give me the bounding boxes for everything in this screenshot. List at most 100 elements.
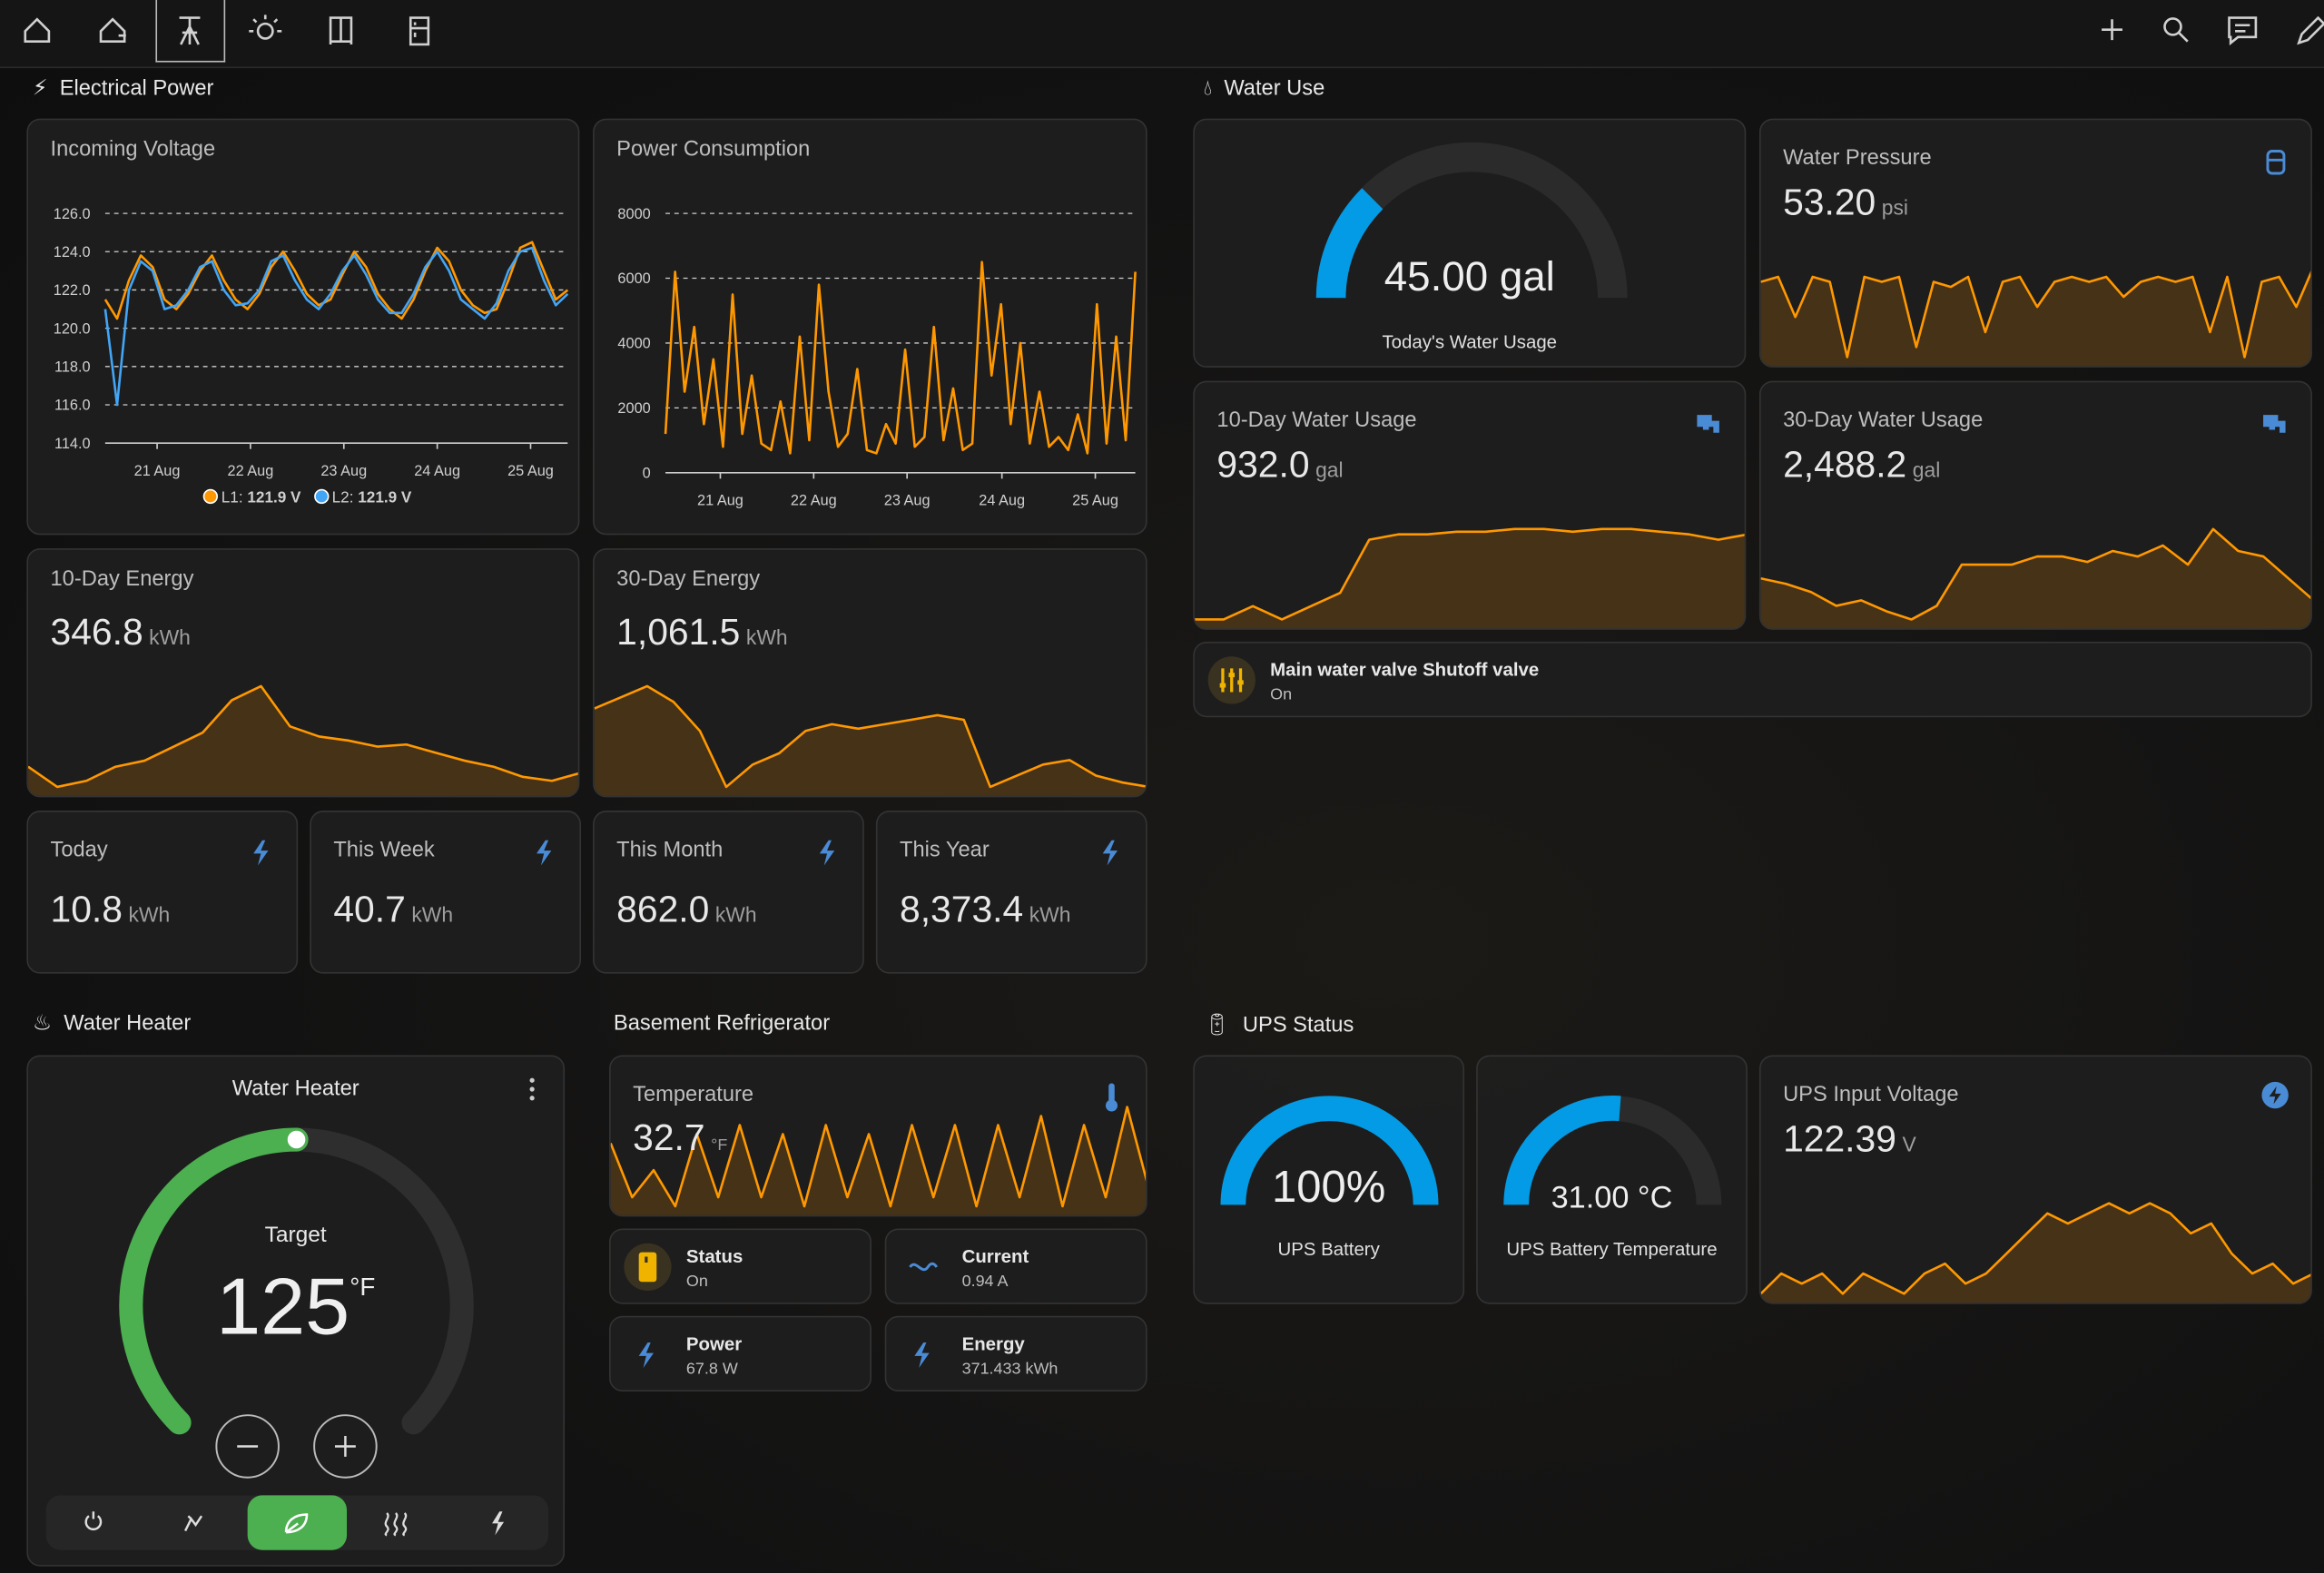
entity-icon: [909, 1262, 939, 1272]
minus-button[interactable]: [215, 1414, 280, 1479]
spark-line: [1760, 527, 2311, 621]
bolt-icon: [819, 840, 835, 866]
icon-detail: [645, 1256, 648, 1263]
value: 932.0: [1216, 444, 1310, 487]
value: 1,061.5: [616, 612, 741, 654]
tile-title: This Month: [616, 839, 724, 863]
bolt-icon: [638, 1342, 654, 1368]
dial-value: 125°F: [28, 1261, 563, 1352]
ups-temp-card[interactable]: 31.00 °C UPS Battery Temperature: [1476, 1055, 1748, 1304]
power-chart: 0 2000 4000 6000 8000 21 Aug 22 Aug 23 Aug 24 Au…: [617, 206, 1137, 509]
sparkline: [1194, 527, 1745, 629]
valve-icon: [1207, 656, 1256, 704]
dial-knob[interactable]: [284, 1127, 309, 1152]
power-icon[interactable]: [179, 16, 201, 45]
card-value: 932.0 gal: [1216, 445, 1343, 487]
card-value: 2,488.2 gal: [1783, 445, 1940, 487]
energy-card[interactable]: 10-Day Energy 346.8 kWh: [26, 548, 580, 798]
card-title: Power Consumption: [616, 137, 811, 162]
sparkline: [610, 1106, 1147, 1215]
ups-voltage-card[interactable]: UPS Input Voltage 122.39 V: [1758, 1055, 2312, 1304]
legend-value: 121.9 V: [247, 488, 301, 507]
x-tick-label: 22 Aug: [791, 493, 837, 509]
icon-shape: [909, 1262, 939, 1272]
gauge-fill: [1315, 188, 1384, 299]
card-title: 30-Day Energy: [616, 567, 761, 592]
unit: V: [1902, 1132, 1916, 1156]
value: 862.0: [616, 889, 710, 931]
valve-row[interactable]: Main water valve Shutoff valve On: [1193, 641, 2312, 718]
pressure-card[interactable]: Water Pressure 53.20 psi: [1758, 118, 2312, 368]
heat-mode[interactable]: [384, 1512, 408, 1537]
bolt-icon: [2261, 1081, 2289, 1109]
x-tick-label: 21 Aug: [697, 493, 743, 509]
plus-sign: [334, 1436, 356, 1457]
menu-dot[interactable]: [529, 1077, 535, 1083]
bolt-icon: [914, 1342, 930, 1368]
stat-tile[interactable]: This Year 8,373.4 kWh: [875, 811, 1147, 974]
x-tick-label: 25 Aug: [507, 463, 554, 479]
x-tick-label: 23 Aug: [884, 493, 931, 509]
entity-icon: [638, 1342, 654, 1368]
spark-line: [594, 684, 1147, 789]
stat-tile[interactable]: Today 10.8 kWh: [26, 811, 299, 974]
x-tick-label: 24 Aug: [414, 463, 460, 479]
water-usage-card[interactable]: 10-Day Water Usage 932.0 gal: [1193, 380, 1747, 630]
section-header: Basement Refrigerator: [614, 1012, 830, 1036]
entity-state: On: [1270, 685, 1293, 704]
home-icon[interactable]: [24, 17, 51, 44]
house-icon[interactable]: [99, 17, 126, 44]
water-gauge-card[interactable]: 45.00 gal Today's Water Usage: [1193, 118, 1747, 368]
temperature-card[interactable]: Temperature 32.7 °F: [609, 1055, 1147, 1217]
entity-tile[interactable]: Power 67.8 W: [609, 1315, 872, 1392]
x-tick-label: 23 Aug: [320, 463, 367, 479]
fridge-icon[interactable]: [409, 16, 430, 46]
legend-value: 121.9 V: [358, 488, 412, 507]
electric-mode[interactable]: [492, 1511, 505, 1536]
plus-button[interactable]: [313, 1414, 378, 1479]
gauge-label: UPS Battery Temperature: [1506, 1238, 1718, 1260]
stat-tile[interactable]: This Month 862.0 kWh: [593, 811, 864, 974]
spark-line: [610, 1106, 1147, 1208]
nav-icons: [24, 15, 2324, 46]
ups-battery-card[interactable]: 100% UPS Battery: [1193, 1055, 1465, 1304]
light-icon[interactable]: [256, 22, 274, 40]
assist-icon[interactable]: [2228, 16, 2258, 46]
entity-name: Main water valve Shutoff valve: [1270, 659, 1540, 681]
section-title: Water Use: [1224, 76, 1325, 102]
thermostat-card: Water Heater Target 125°F: [26, 1055, 566, 1567]
tile-value: 40.7 kWh: [333, 890, 453, 932]
water-usage-card[interactable]: 30-Day Water Usage 2,488.2 gal: [1758, 380, 2312, 630]
door-icon[interactable]: [329, 16, 353, 44]
tile-title: This Year: [900, 839, 990, 863]
energy-card[interactable]: 30-Day Energy 1,061.5 kWh: [593, 548, 1147, 798]
spark-area: [1760, 273, 2311, 367]
unit: kWh: [745, 624, 788, 650]
entity-tile[interactable]: Energy 371.433 kWh: [884, 1315, 1147, 1392]
off-mode[interactable]: [84, 1511, 103, 1531]
unit: °F: [350, 1273, 376, 1302]
dial-fill: [119, 1127, 309, 1435]
entity-tile[interactable]: Status On: [609, 1228, 872, 1304]
add-icon[interactable]: [2102, 19, 2122, 41]
spark-line: [1760, 1202, 2311, 1295]
y-tick-label: 114.0: [54, 436, 91, 452]
search-icon[interactable]: [2163, 17, 2182, 36]
sparkline: [1760, 270, 2311, 367]
gauge: [1503, 1096, 1722, 1205]
gauge: [1315, 142, 1628, 299]
selected-tab[interactable]: [155, 0, 226, 63]
unit: gal: [1315, 457, 1344, 482]
stat-tile[interactable]: This Week 40.7 kWh: [310, 811, 581, 974]
performance-mode[interactable]: [183, 1515, 203, 1532]
unit: kWh: [714, 902, 757, 927]
card-title: 10-Day Water Usage: [1216, 408, 1417, 433]
legend-name: L2:: [331, 488, 354, 507]
tile-icon: [537, 840, 552, 866]
y-tick-label: 116.0: [54, 398, 91, 414]
eco-mode[interactable]: [284, 1513, 309, 1534]
entity-tile[interactable]: Current 0.94 A: [884, 1228, 1147, 1304]
edit-icon[interactable]: [2297, 15, 2324, 45]
